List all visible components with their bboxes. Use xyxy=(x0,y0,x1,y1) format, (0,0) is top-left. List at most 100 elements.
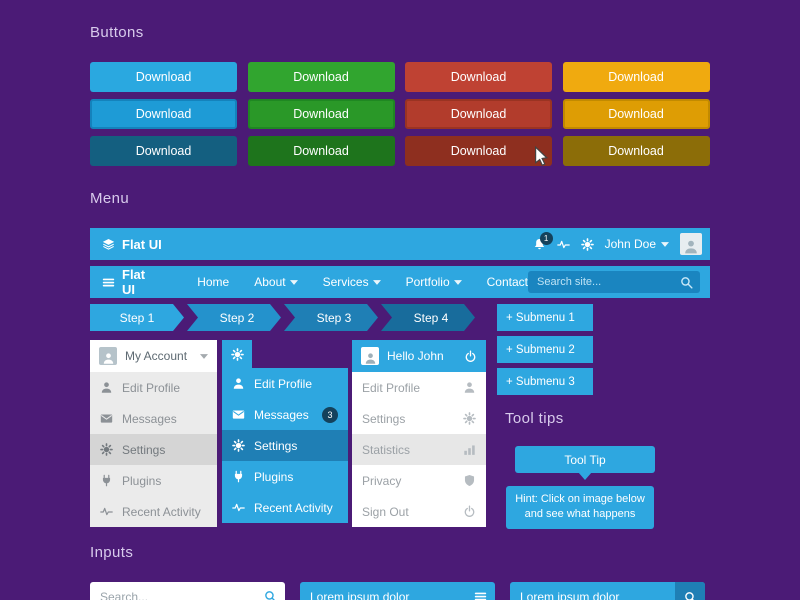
brand-logo[interactable]: Flat UI xyxy=(102,237,162,252)
tooltip-arrow-icon xyxy=(578,472,592,480)
nav-item-contact[interactable]: Contact xyxy=(487,275,528,289)
chevron-down-icon xyxy=(372,279,381,285)
hamburger-icon xyxy=(474,592,487,600)
menu-item-recent-activity[interactable]: Recent Activity xyxy=(222,492,348,523)
download-button-blue-hover[interactable]: Download xyxy=(90,99,237,129)
tooltip: Tool Tip xyxy=(515,446,655,473)
dropdown-account-header[interactable]: My Account xyxy=(90,340,217,372)
power-icon xyxy=(465,349,476,362)
gear-icon xyxy=(232,439,245,452)
chevron-down-icon xyxy=(200,353,208,359)
step-3[interactable]: Step 3 xyxy=(284,304,378,331)
user-icon xyxy=(103,353,113,364)
download-button-blue-active[interactable]: Download xyxy=(90,136,237,166)
user-icon xyxy=(464,382,475,393)
plug-icon xyxy=(234,470,243,483)
download-button-green-hover[interactable]: Download xyxy=(247,99,395,129)
menu-item-plugins[interactable]: Plugins xyxy=(222,461,348,492)
mail-icon xyxy=(232,410,245,419)
menu-item-settings[interactable]: Settings xyxy=(90,434,217,465)
search-field[interactable] xyxy=(90,582,285,600)
top-navbar: Flat UI 1 John Doe xyxy=(90,228,710,260)
step-4[interactable]: Step 4 xyxy=(381,304,475,331)
search-submit-field[interactable] xyxy=(510,582,705,600)
pulse-icon xyxy=(556,240,570,248)
mouse-cursor xyxy=(535,146,549,166)
submenu-item-1[interactable]: + Submenu 1 xyxy=(497,304,593,331)
submenu-item-3[interactable]: + Submenu 3 xyxy=(497,368,593,395)
notifications-button[interactable]: 1 xyxy=(533,231,553,251)
nav-label: Portfolio xyxy=(405,275,450,289)
search-icon xyxy=(265,591,275,600)
dropdown-blue-tab[interactable] xyxy=(222,340,252,368)
dropdown-user-header[interactable]: Hello John xyxy=(352,340,486,372)
download-button-green-active[interactable]: Download xyxy=(247,136,395,166)
step-1[interactable]: Step 1 xyxy=(90,304,184,331)
menu-item-label: Edit Profile xyxy=(254,376,313,391)
nav-item-home[interactable]: Home xyxy=(197,275,229,289)
text-field[interactable] xyxy=(300,582,495,600)
menu-item-plugins[interactable]: Plugins xyxy=(90,465,217,496)
user-icon xyxy=(101,382,112,393)
menu-item-edit-profile[interactable]: Edit Profile xyxy=(352,372,486,403)
dropdown-my-account: My Account Edit Profile Messages Setting… xyxy=(90,340,217,527)
dropdown-account-title: My Account xyxy=(125,349,188,363)
nav-item-services[interactable]: Services xyxy=(323,275,381,289)
menu-item-label: Plugins xyxy=(254,469,294,484)
menu-item-label: Settings xyxy=(362,411,406,426)
search-icon xyxy=(681,276,693,289)
navbar-brand[interactable]: Flat UI xyxy=(102,267,147,297)
inputs-row xyxy=(90,582,705,600)
avatar xyxy=(99,347,117,365)
avatar[interactable] xyxy=(680,233,702,255)
dropdown-user-title: Hello John xyxy=(387,349,444,363)
activity-button[interactable] xyxy=(556,238,570,251)
user-menu[interactable]: John Doe xyxy=(605,237,669,251)
menu-item-recent-activity[interactable]: Recent Activity xyxy=(90,496,217,527)
menu-item-edit-profile[interactable]: Edit Profile xyxy=(90,372,217,403)
inputs-section-heading: Inputs xyxy=(90,544,134,561)
pulse-icon xyxy=(100,507,113,516)
plug-icon xyxy=(102,474,111,487)
download-button-yellow[interactable]: Download xyxy=(562,62,710,92)
search-submit-button[interactable] xyxy=(675,582,705,600)
messages-badge: 3 xyxy=(322,406,338,423)
dropdown-hello-john: Hello John Edit Profile Settings Statist… xyxy=(352,340,486,527)
download-button-green[interactable]: Download xyxy=(247,62,395,92)
menu-item-sign-out[interactable]: Sign Out xyxy=(352,496,486,527)
text-field-wrap xyxy=(300,582,495,600)
download-button-red-active[interactable]: Download xyxy=(405,136,552,166)
search-input[interactable] xyxy=(528,271,700,293)
menu-item-messages[interactable]: Messages 3 xyxy=(222,399,348,430)
download-button-yellow-hover[interactable]: Download xyxy=(562,99,710,129)
menu-item-messages[interactable]: Messages xyxy=(90,403,217,434)
menu-item-privacy[interactable]: Privacy xyxy=(352,465,486,496)
download-button-red-hover[interactable]: Download xyxy=(405,99,552,129)
shield-icon xyxy=(464,474,475,487)
topbar-right-group: 1 John Doe xyxy=(533,231,702,255)
chevron-down-icon xyxy=(453,279,462,285)
download-button-yellow-active[interactable]: Download xyxy=(562,136,710,166)
submenu-item-2[interactable]: + Submenu 2 xyxy=(497,336,593,363)
dropdown-blue: Edit Profile Messages 3 Settings Plugins xyxy=(222,340,348,523)
download-button-red[interactable]: Download xyxy=(405,62,552,92)
download-button-blue[interactable]: Download xyxy=(90,62,237,92)
mail-icon xyxy=(100,414,113,423)
nav-item-about[interactable]: About xyxy=(254,275,298,289)
settings-button[interactable] xyxy=(580,237,594,251)
user-name: John Doe xyxy=(604,237,656,251)
menu-item-edit-profile[interactable]: Edit Profile xyxy=(222,368,348,399)
menu-item-statistics[interactable]: Statistics xyxy=(352,434,486,465)
chart-icon xyxy=(464,445,475,455)
menu-item-label: Edit Profile xyxy=(122,380,181,395)
user-icon xyxy=(685,240,697,254)
menu-item-settings[interactable]: Settings xyxy=(352,403,486,434)
step-2[interactable]: Step 2 xyxy=(187,304,281,331)
menu-item-label: Recent Activity xyxy=(254,500,333,515)
step-wizard: Step 1 Step 2 Step 3 Step 4 xyxy=(90,304,475,331)
menu-item-label: Messages xyxy=(254,407,309,422)
menu-item-settings[interactable]: Settings xyxy=(222,430,348,461)
menu-section-heading: Menu xyxy=(90,190,130,207)
dropdown-user-body: Edit Profile Settings Statistics Privacy xyxy=(352,372,486,527)
nav-item-portfolio[interactable]: Portfolio xyxy=(406,275,462,289)
